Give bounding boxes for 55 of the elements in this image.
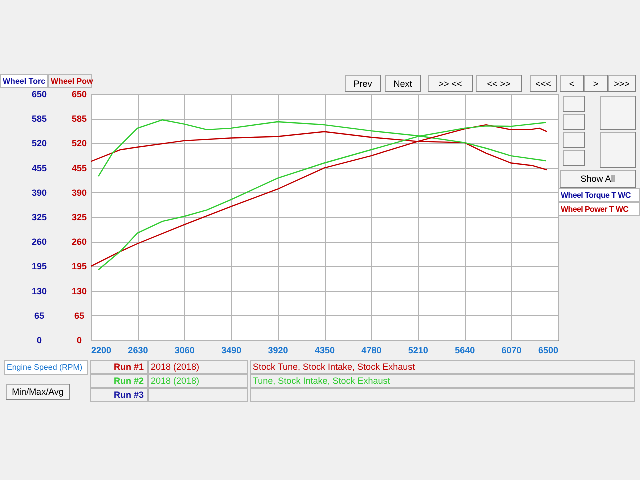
x-axis-title: Engine Speed (RPM)	[4, 360, 88, 375]
y2-tick-label: 65	[74, 310, 85, 321]
y2-tick-label: 0	[76, 336, 82, 346]
text: <<<	[530, 75, 557, 92]
text: Prev	[345, 75, 381, 92]
text: Wheel Torque T WC	[558, 188, 640, 202]
text: Wheel Power T WC	[558, 202, 640, 216]
y2-tick-label: 520	[72, 138, 88, 149]
y-tick-label: 325	[32, 212, 48, 222]
y-tick-label: 195	[32, 262, 48, 272]
text: Run #1	[90, 360, 148, 374]
y-tick-label: 130	[32, 286, 48, 296]
y-tick-label: 650	[32, 90, 48, 100]
text: Show All	[560, 170, 636, 188]
text: <	[560, 75, 584, 92]
text: 2018 (2018)	[148, 374, 248, 388]
x-tick-label: 3490	[222, 346, 242, 356]
y-tick-label: 390	[32, 188, 48, 198]
x-tick-label: 4350	[314, 346, 336, 356]
y2-tick-label: 650	[72, 90, 88, 100]
x-tick-label: 5640	[455, 346, 476, 356]
y2-axis-title: Wheel Pow	[48, 74, 94, 88]
x-tick-label: 2200	[92, 346, 112, 356]
x-tick-label: 6500	[538, 346, 558, 356]
x-tick-label: 5210	[408, 346, 428, 356]
text: Run #3	[90, 388, 148, 402]
text: >>>	[608, 75, 636, 92]
y-tick-label: 0	[36, 336, 42, 346]
y-tick-label: 455	[32, 163, 48, 174]
y-tick-label: 520	[32, 138, 48, 149]
y2-tick-label: 585	[72, 114, 88, 124]
text: << >>	[476, 75, 522, 92]
text: Tune, Stock Intake, Stock Exhaust	[250, 374, 635, 388]
y-axis-title: Wheel Torc	[0, 74, 48, 88]
text: >> <<	[428, 75, 473, 92]
text: 2018 (2018)	[148, 360, 248, 374]
x-tick-label: 4780	[362, 346, 382, 356]
text: Run #2	[90, 374, 148, 388]
x-tick-label: 6070	[502, 346, 522, 356]
x-tick-label: 3920	[268, 346, 288, 356]
text: Stock Tune, Stock Intake, Stock Exhaust	[250, 360, 635, 374]
y2-tick-label: 390	[72, 188, 88, 198]
y-tick-label: 260	[32, 237, 48, 248]
text: >	[584, 75, 608, 92]
x-tick-label: 3060	[174, 346, 195, 356]
y-tick-label: 65	[34, 310, 45, 321]
y2-tick-label: 325	[72, 212, 88, 222]
y2-tick-label: 455	[72, 163, 88, 174]
y2-tick-label: 130	[72, 286, 88, 296]
text: Min/Max/Avg	[6, 384, 70, 400]
text: Next	[385, 75, 421, 92]
y2-tick-label: 260	[72, 237, 88, 248]
y2-tick-label: 195	[72, 262, 88, 272]
x-tick-label: 2630	[128, 346, 148, 356]
y-tick-label: 585	[32, 114, 48, 124]
